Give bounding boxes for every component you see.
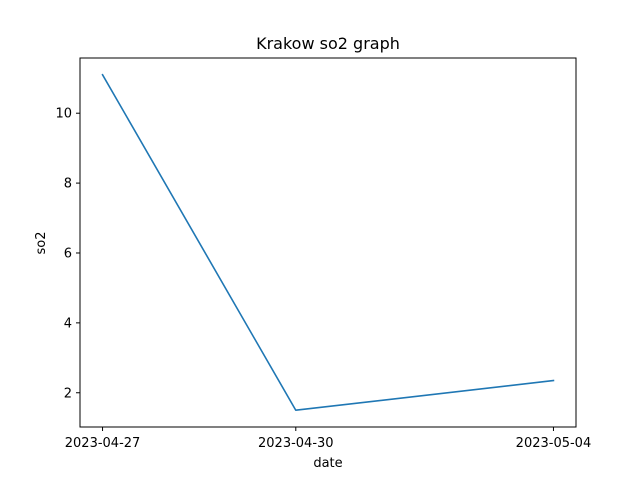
- series-line: [101, 73, 555, 412]
- plot-area: [80, 58, 576, 427]
- x-tick-label: 2023-05-04: [516, 436, 592, 451]
- y-axis-ticks: 2 4 6 8 10: [55, 107, 80, 401]
- x-axis-label: date: [313, 456, 342, 471]
- x-tick-label: 2023-04-27: [65, 436, 141, 451]
- y-tick-label: 6: [64, 246, 72, 261]
- x-tick-label: 2023-04-30: [258, 436, 334, 451]
- y-tick-label: 10: [55, 107, 72, 122]
- y-tick-label: 8: [64, 177, 72, 192]
- y-axis-label: so2: [34, 232, 49, 255]
- plot-frame: [79, 57, 577, 428]
- chart-title: Krakow so2 graph: [256, 34, 400, 53]
- x-axis-ticks: 2023-04-27 2023-04-30 2023-05-04: [65, 427, 591, 451]
- y-tick-label: 2: [64, 386, 72, 401]
- y-tick-label: 4: [64, 316, 72, 331]
